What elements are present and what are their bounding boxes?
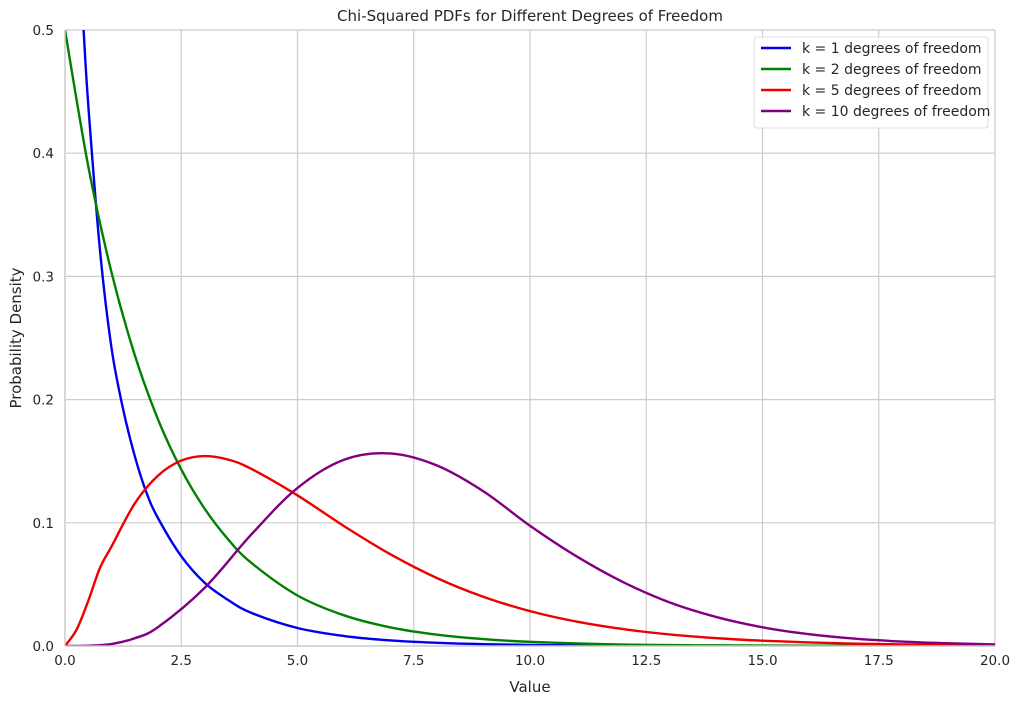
y-tick-label: 0.3 — [33, 269, 54, 285]
x-tick-label: 10.0 — [515, 653, 545, 669]
x-tick-label: 5.0 — [287, 653, 308, 669]
x-tick-label: 7.5 — [403, 653, 424, 669]
legend-box — [753, 36, 989, 129]
y-tick-label: 0.4 — [33, 146, 54, 162]
y-tick-label: 0.5 — [33, 23, 54, 39]
x-tick-label: 2.5 — [171, 653, 192, 669]
legend-label: k = 2 degrees of freedom — [802, 62, 982, 78]
y-axis-label: Probability Density — [7, 267, 25, 408]
series-line-k3 — [65, 454, 995, 646]
series-line-k4 — [65, 451, 995, 646]
x-tick-label: 0.0 — [54, 653, 75, 669]
x-tick-label: 15.0 — [747, 653, 777, 669]
legend-label: k = 10 degrees of freedom — [802, 104, 990, 120]
y-tick-label: 0.2 — [33, 393, 54, 409]
legend: k = 1 degrees of freedom k = 2 degrees of… — [753, 36, 990, 129]
tick-labels: 0.0 2.5 5.0 7.5 10.0 12.5 15.0 17.5 20.0 0.0 0.1 0.… — [33, 23, 1011, 669]
grid — [64, 29, 996, 647]
legend-label: k = 1 degrees of freedom — [802, 41, 982, 57]
x-tick-label: 12.5 — [631, 653, 661, 669]
axes — [64, 30, 995, 647]
legend-label: k = 5 degrees of freedom — [802, 83, 982, 99]
y-tick-label: 0.0 — [33, 639, 54, 655]
chart-title: Chi-Squared PDFs for Different Degrees o… — [337, 7, 723, 25]
x-axis-label: Value — [509, 678, 550, 696]
x-tick-label: 20.0 — [980, 653, 1010, 669]
x-tick-label: 17.5 — [864, 653, 894, 669]
y-tick-label: 0.1 — [33, 516, 54, 532]
